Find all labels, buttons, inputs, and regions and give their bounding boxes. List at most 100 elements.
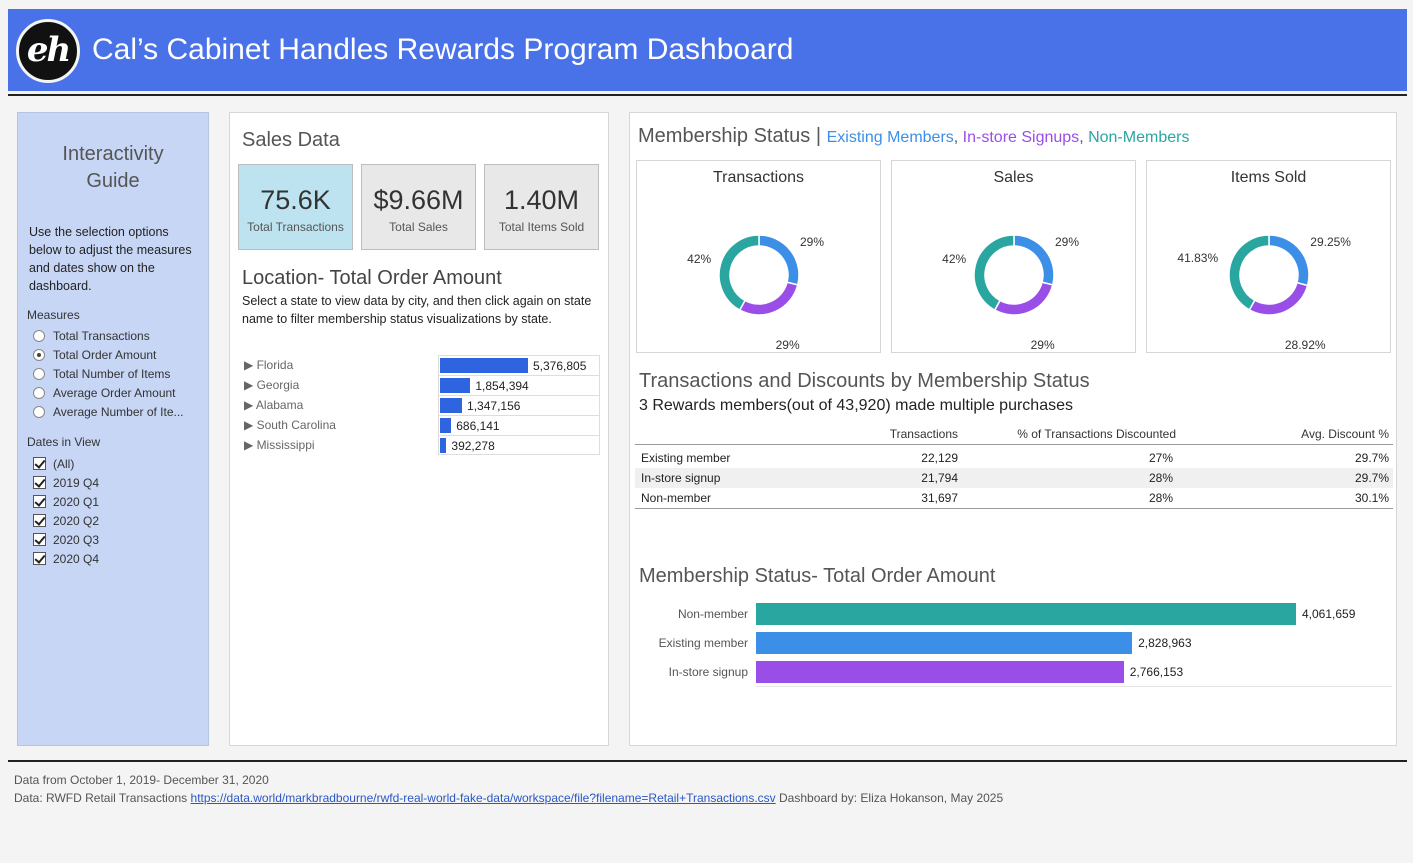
state-bar[interactable] [440,358,528,373]
donut-slice-non-member[interactable] [718,234,760,312]
state-name[interactable]: ▶ Alabama [244,398,304,412]
bar-value-label: 4,061,659 [1302,607,1356,621]
donut-slice-non-member[interactable] [1228,234,1270,311]
dates-label: Dates in View [27,435,101,449]
state-bar[interactable] [440,418,452,433]
table-header-avg-discount: Avg. Discount % [1301,427,1389,441]
checkbox[interactable] [33,514,46,527]
checkbox[interactable] [33,476,46,489]
table-row: Non-member 31,697 28% 30.1% [635,488,1393,508]
guide-description: Use the selection options below to adjus… [29,225,192,293]
radio-button[interactable] [33,387,45,399]
bar-existing-member[interactable] [756,632,1133,654]
donut-slice-in-store-signup[interactable] [1248,281,1309,316]
radio-button[interactable] [33,406,45,418]
checkbox[interactable] [33,457,46,470]
state-bar-cell: 1,854,394 [438,375,600,395]
date-option-2020-q3[interactable]: 2020 Q3 [33,532,99,548]
guide-title: Interactivity Guide [18,141,208,195]
guide-title-line2: Guide [86,170,140,192]
bar-row-non-member: Non-member 4,061,659 [630,602,1398,626]
footer-credit: Dashboard by: Eliza Hokanson, May 2025 [779,791,1004,805]
kpi-total-sales[interactable]: $9.66M Total Sales [361,164,476,250]
membership-title-text: Membership Status [638,125,811,147]
state-bar[interactable] [440,378,471,393]
radio-button[interactable] [33,368,45,380]
measure-option-total-order-amount[interactable]: Total Order Amount [33,347,156,363]
footer-data-link[interactable]: https://data.world/markbradbourne/rwfd-r… [190,791,776,805]
table-bottom-rule [635,508,1393,509]
date-option-2020-q1[interactable]: 2020 Q1 [33,494,99,510]
table-cell-pct-discounted: 28% [1148,491,1173,505]
state-bar[interactable] [440,398,463,413]
state-row-florida[interactable]: ▶ Florida 5,376,805 [244,355,600,375]
footer-source-label: Data: RWFD Retail Transactions [14,791,188,805]
radio-button[interactable] [33,349,45,361]
bar-value-label: 2,828,963 [1138,636,1192,650]
measures-label: Measures [27,308,80,322]
donut-label-in-store-signup: 29% [775,337,800,352]
donut-label-non-member: 41.83% [1177,251,1219,266]
date-option-2020-q2[interactable]: 2020 Q2 [33,513,99,529]
sales-data-title: Sales Data [242,129,340,151]
table-cell-status: Non-member [641,491,712,505]
measure-option-total-transactions[interactable]: Total Transactions [33,328,150,344]
table-cell-status: In-store signup [641,471,721,485]
state-name[interactable]: ▶ Georgia [244,378,300,392]
state-value: 5,376,805 [533,359,587,373]
bar-value-label: 2,766,153 [1129,665,1184,679]
date-option-2019-q4[interactable]: 2019 Q4 [33,475,99,491]
donut-slice-in-store-signup[interactable] [738,281,799,316]
measure-option-label: Average Order Amount [53,386,176,400]
title-separator: | [815,125,822,147]
dashboard-header: eh Cal’s Cabinet Handles Rewards Program… [8,9,1407,91]
header-divider [8,94,1407,96]
date-option-label: 2020 Q1 [53,495,100,509]
state-bar[interactable] [440,438,447,453]
bar-row-in-store-signup: In-store signup 2,766,153 [630,660,1398,684]
measure-option-total-number-of-items[interactable]: Total Number of Items [33,366,170,382]
measure-option-label: Total Number of Items [53,367,171,381]
date-option-all[interactable]: (All) [33,456,74,472]
donut-label-in-store-signup: 29% [1030,337,1055,352]
donut-label-existing-member: 29.25% [1310,235,1351,250]
state-row-mississippi[interactable]: ▶ Mississippi 392,278 [244,435,600,455]
state-name[interactable]: ▶ Mississippi [244,438,315,452]
legend-non-members: Non-Members [1088,129,1190,146]
donut-slice-non-member[interactable] [973,234,1015,312]
state-name[interactable]: ▶ Florida [244,358,294,372]
state-value: 686,141 [456,419,500,433]
state-bar-cell: 5,376,805 [438,355,600,375]
donut-slice-existing-member[interactable] [1268,234,1310,287]
date-option-2020-q4[interactable]: 2020 Q4 [33,551,99,567]
state-name[interactable]: ▶ South Carolina [244,418,336,432]
donut-title: Sales [993,169,1034,186]
kpi-total-items-sold[interactable]: 1.40M Total Items Sold [484,164,599,250]
state-row-south-carolina[interactable]: ▶ South Carolina 686,141 [244,415,600,435]
donut-label-existing-member: 29% [799,234,825,249]
state-row-georgia[interactable]: ▶ Georgia 1,854,394 [244,375,600,395]
radio-button[interactable] [33,330,45,342]
checkbox[interactable] [33,552,46,565]
legend-existing-members: Existing Members [826,129,954,146]
footer-date-range: Data from October 1, 2019- December 31, … [14,773,269,787]
donut-chart [973,234,1055,316]
donut-slice-in-store-signup[interactable] [993,281,1054,316]
checkbox[interactable] [33,533,46,546]
checkbox[interactable] [33,495,46,508]
kpi-total-transactions[interactable]: 75.6K Total Transactions [238,164,353,250]
table-cell-avg-discount: 29.7% [1354,471,1389,485]
state-row-alabama[interactable]: ▶ Alabama 1,347,156 [244,395,600,415]
transactions-discounts-subtitle: 3 Rewards members(out of 43,920) made mu… [639,397,1073,414]
table-row: Existing member 22,129 27% 29.7% [635,448,1393,468]
bar-non-member[interactable] [756,603,1296,625]
measure-option-average-order-amount[interactable]: Average Order Amount [33,385,176,401]
measure-option-average-number-of-ite[interactable]: Average Number of Ite... [33,404,184,420]
donut-slice-existing-member[interactable] [758,234,800,286]
bar-row-existing-member: Existing member 2,828,963 [630,631,1398,655]
bar-in-store-signup[interactable] [756,661,1124,683]
donut-slice-existing-member[interactable] [1013,234,1055,286]
date-option-label: 2020 Q2 [53,514,100,528]
bar-category-label: Existing member [658,636,748,650]
table-cell-transactions: 31,697 [921,491,958,505]
